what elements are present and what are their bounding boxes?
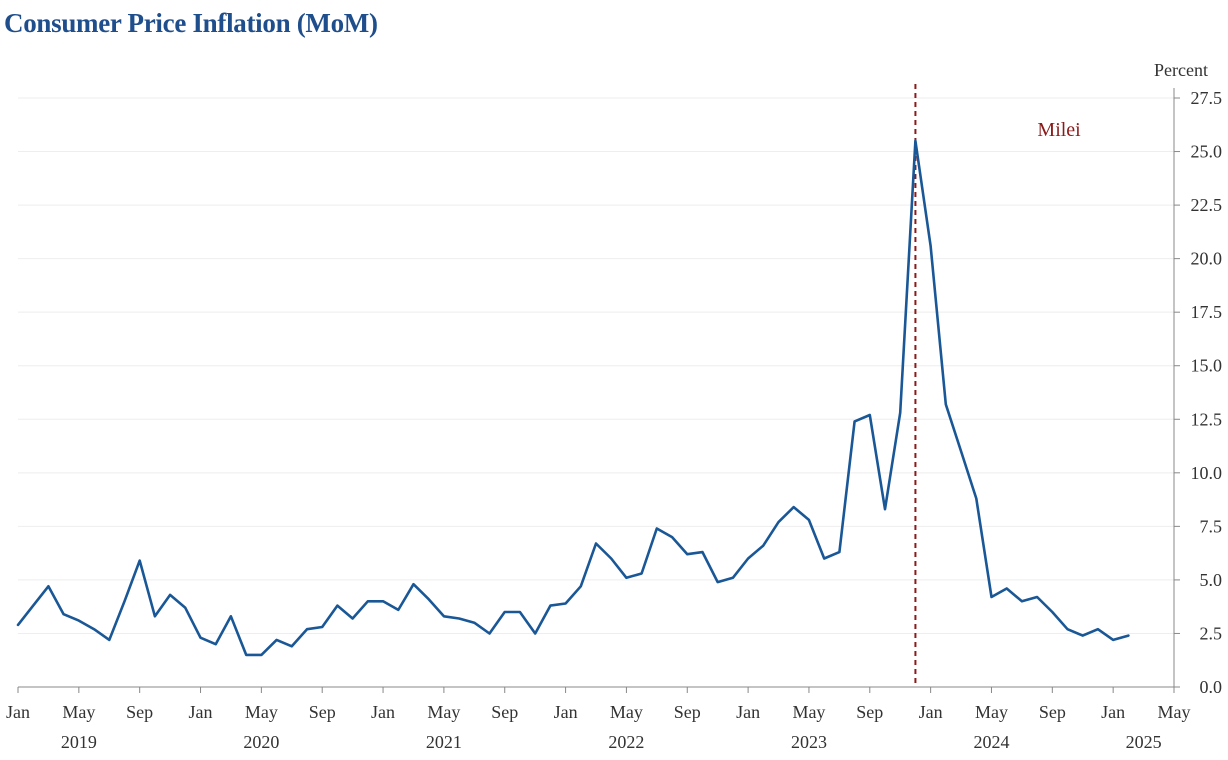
x-tick-label: Sep xyxy=(1039,702,1066,722)
y-axis-unit-label: Percent xyxy=(1154,60,1208,80)
x-year-label: 2024 xyxy=(973,732,1009,752)
y-tick-label: 7.5 xyxy=(1200,516,1223,536)
y-tick-label: 2.5 xyxy=(1200,623,1223,643)
x-year-label: 2020 xyxy=(243,732,279,752)
x-tick-label: Jan xyxy=(371,702,395,722)
x-tick-label: Sep xyxy=(491,702,518,722)
x-axis-ticks: Jan May Sep Jan May Sep Jan May Sep Jan May Sep Jan M… xyxy=(6,687,1191,722)
x-tick-label: May xyxy=(610,702,643,722)
x-year-label: 2021 xyxy=(426,732,462,752)
y-tick-label: 15.0 xyxy=(1191,356,1223,376)
x-year-label: 2025 xyxy=(1126,732,1162,752)
x-tick-label: Sep xyxy=(674,702,701,722)
series-line xyxy=(16,139,1130,657)
x-tick-label: May xyxy=(975,702,1008,722)
y-tick-label: 27.5 xyxy=(1191,88,1223,108)
axes xyxy=(18,88,1175,688)
x-tick-label: May xyxy=(62,702,95,722)
x-tick-label: Sep xyxy=(126,702,153,722)
x-tick-label: Jan xyxy=(919,702,943,722)
x-tick-label: May xyxy=(792,702,825,722)
annotations: Milei xyxy=(914,84,1081,687)
annotation-label: Milei xyxy=(1037,119,1081,141)
x-tick-label: Jan xyxy=(6,702,30,722)
y-tick-label: 25.0 xyxy=(1191,142,1223,162)
x-tick-label: Jan xyxy=(189,702,213,722)
x-tick-label: Jan xyxy=(554,702,578,722)
x-tick-label: Sep xyxy=(856,702,883,722)
gridlines xyxy=(18,97,1174,634)
x-axis-year-labels: 2019 2020 2021 2022 2023 2024 2025 xyxy=(61,732,1162,752)
y-tick-label: 22.5 xyxy=(1191,195,1223,215)
series-group xyxy=(16,139,1130,657)
y-tick-label: 5.0 xyxy=(1200,570,1223,590)
y-tick-label: 17.5 xyxy=(1191,302,1223,322)
x-year-label: 2023 xyxy=(791,732,827,752)
x-year-label: 2022 xyxy=(608,732,644,752)
y-tick-label: 10.0 xyxy=(1191,463,1223,483)
y-axis-ticks: 0.0 2.5 5.0 7.5 10.0 12.5 15.0 17.5 20.0 22.5 25.0… xyxy=(1174,88,1222,697)
y-tick-label: 12.5 xyxy=(1191,409,1223,429)
x-tick-label: Jan xyxy=(1101,702,1125,722)
chart-title: Consumer Price Inflation (MoM) xyxy=(4,8,378,38)
y-tick-label: 20.0 xyxy=(1191,249,1223,269)
x-tick-label: Sep xyxy=(309,702,336,722)
x-tick-label: May xyxy=(245,702,278,722)
x-tick-label: May xyxy=(427,702,460,722)
x-year-label: 2019 xyxy=(61,732,97,752)
y-tick-label: 0.0 xyxy=(1200,677,1223,697)
x-tick-label: Jan xyxy=(736,702,760,722)
x-tick-label: May xyxy=(1158,702,1191,722)
